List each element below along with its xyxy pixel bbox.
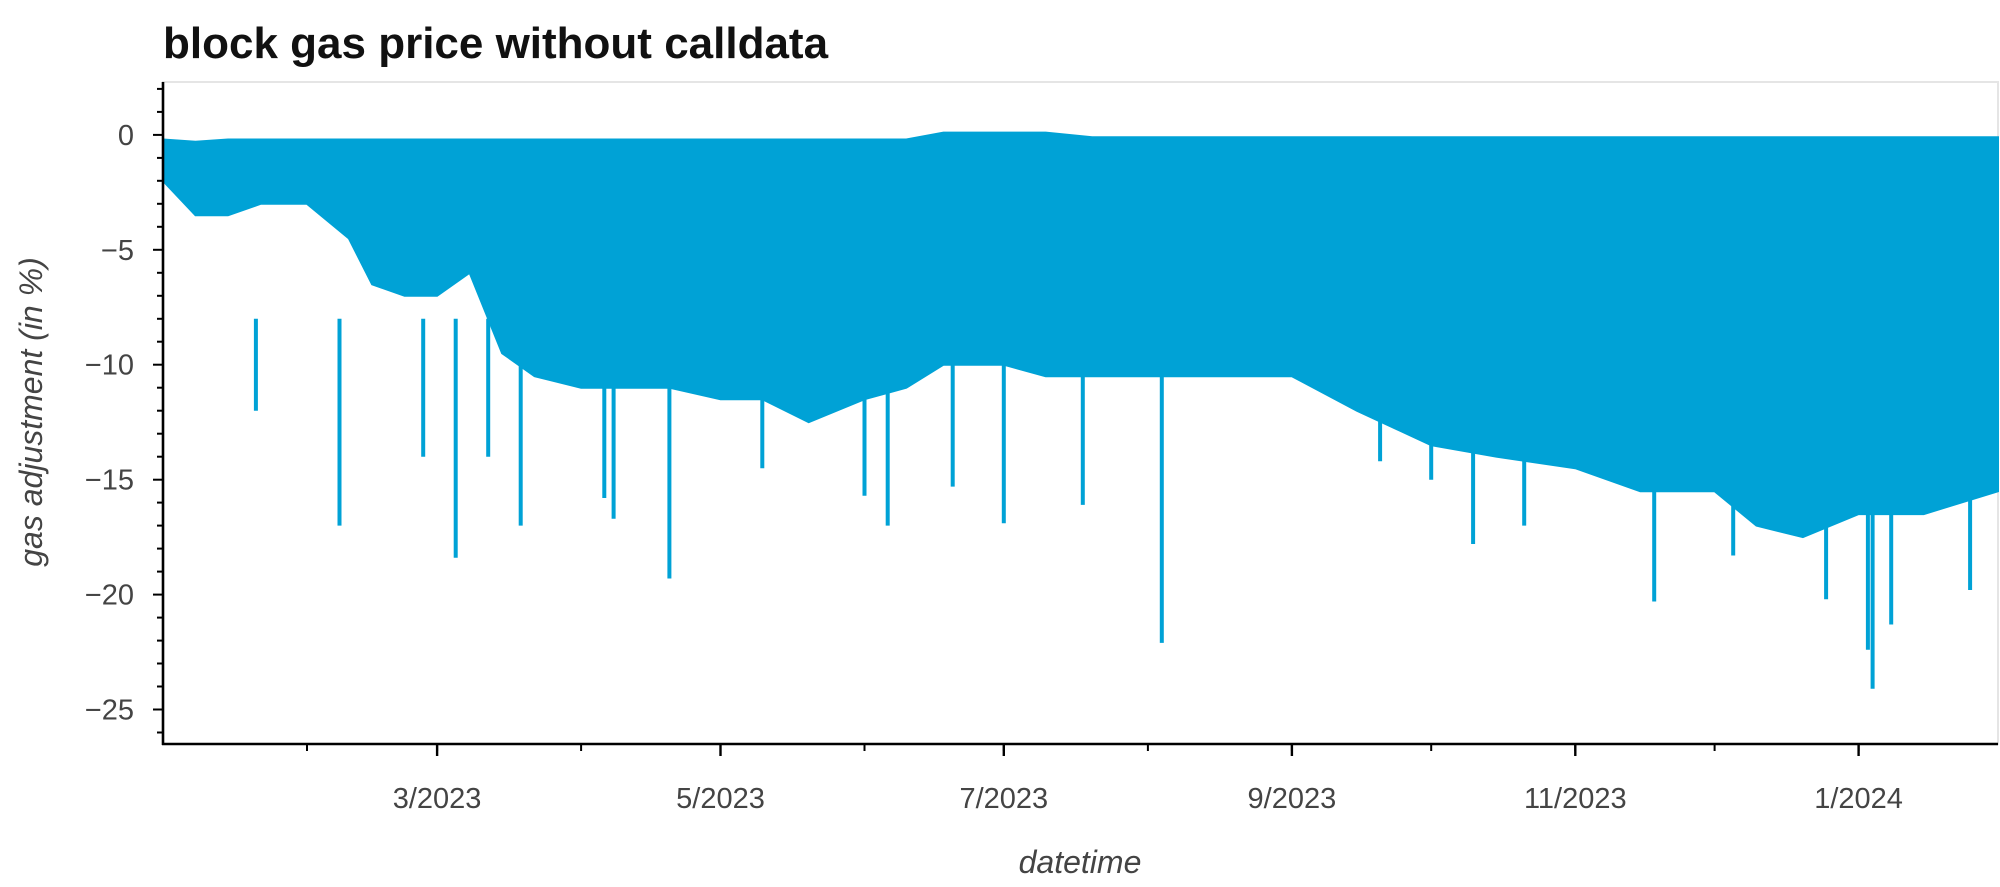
y-tick-label: 0 bbox=[118, 120, 134, 152]
x-tick-label: 7/2023 bbox=[959, 783, 1048, 815]
x-tick-label: 9/2023 bbox=[1248, 783, 1337, 815]
y-axis-label: gas adjustment (in %) bbox=[13, 257, 49, 566]
series-layer bbox=[162, 131, 1999, 689]
x-tick-label: 1/2024 bbox=[1814, 783, 1903, 815]
x-axis: 3/2023 5/2023 7/2023 9/2023 11/2023 1/2024 bbox=[306, 744, 1903, 815]
y-tick-label: −15 bbox=[85, 465, 134, 497]
chart-title: block gas price without calldata bbox=[163, 19, 829, 68]
y-tick-label: −25 bbox=[85, 695, 134, 727]
x-tick-label: 11/2023 bbox=[1524, 783, 1627, 815]
series-area bbox=[162, 131, 1999, 539]
y-axis: 0 −5 −10 −15 −20 −25 bbox=[85, 87, 163, 734]
x-axis-label: datetime bbox=[1019, 844, 1142, 880]
x-tick-label: 5/2023 bbox=[676, 783, 765, 815]
x-tick-label: 3/2023 bbox=[393, 783, 482, 815]
y-tick-label: −20 bbox=[85, 580, 134, 612]
y-tick-label: −10 bbox=[85, 350, 134, 382]
y-tick-label: −5 bbox=[101, 235, 134, 267]
